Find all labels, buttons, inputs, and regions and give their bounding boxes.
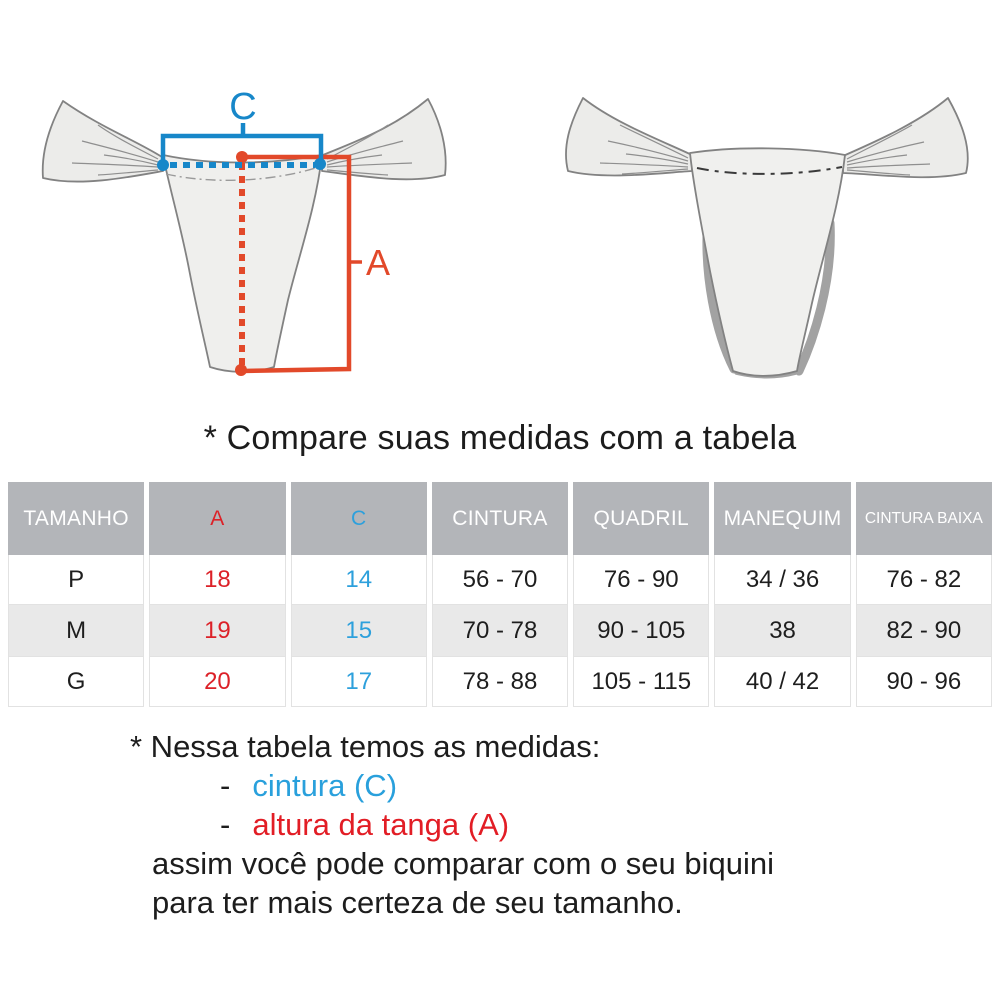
notes-line-4: assim você pode comparar com o seu biqui… <box>152 846 775 881</box>
col-header-quadril: QUADRIL <box>573 482 710 555</box>
front-left-wing-folds <box>71 124 159 176</box>
back-waist-seam <box>696 166 843 175</box>
front-body <box>162 154 323 373</box>
cell-quadril-p: 76 - 90 <box>573 555 710 605</box>
note-bullet-altura: - altura da tanga (A) <box>130 805 990 844</box>
note-altura-label: altura da tanga (A) <box>252 807 510 842</box>
bullet-dash: - <box>220 768 231 803</box>
cell-size-g: G <box>8 657 145 707</box>
front-left-wing <box>41 100 164 183</box>
measure-c-annotation: C <box>157 86 326 171</box>
cell-cintura-baixa-m: 82 - 90 <box>855 605 992 657</box>
notes-block: * Nessa tabela temos as medidas: - cintur… <box>130 727 990 922</box>
cell-manequim-p: 34 / 36 <box>714 555 851 605</box>
cell-c-p: 14 <box>290 555 427 605</box>
cell-a-m: 19 <box>149 605 286 657</box>
cell-c-m: 15 <box>290 605 427 657</box>
col-header-tamanho: TAMANHO <box>8 482 145 555</box>
col-header-manequim: MANEQUIM <box>714 482 851 555</box>
measure-a-annotation: A <box>235 151 390 376</box>
back-body <box>689 147 846 377</box>
back-left-wing-folds <box>599 124 689 175</box>
cell-a-p: 18 <box>149 555 286 605</box>
page-title: * Compare suas medidas com a tabela <box>203 419 797 457</box>
cell-size-p: P <box>8 555 145 605</box>
size-table: TAMANHO A C CINTURA QUADRIL MANEQUIM CIN… <box>8 482 992 707</box>
back-left-wing <box>565 97 693 177</box>
cell-cintura-baixa-p: 76 - 82 <box>855 555 992 605</box>
cell-quadril-m: 90 - 105 <box>573 605 710 657</box>
note-cintura-label: cintura (C) <box>252 768 398 803</box>
back-right-wing <box>842 97 969 179</box>
col-header-c: C <box>290 482 427 555</box>
col-header-cintura: CINTURA <box>431 482 569 555</box>
cell-manequim-g: 40 / 42 <box>714 657 851 707</box>
cell-size-m: M <box>8 605 145 657</box>
front-right-wing <box>321 98 447 181</box>
cell-a-g: 20 <box>149 657 286 707</box>
bullet-dash: - <box>220 807 231 842</box>
tanga-diagrams: A C <box>41 86 969 379</box>
measure-c-label: C <box>229 86 256 128</box>
col-header-cintura-baixa: CINTURA BAIXA <box>855 482 992 555</box>
notes-intro: * Nessa tabela temos as medidas: <box>130 729 601 764</box>
note-bullet-cintura: - cintura (C) <box>130 766 990 805</box>
cell-cintura-g: 78 - 88 <box>431 657 569 707</box>
col-header-a: A <box>149 482 286 555</box>
back-right-wing-folds <box>846 124 931 176</box>
cell-cintura-p: 56 - 70 <box>431 555 569 605</box>
cell-c-g: 17 <box>290 657 427 707</box>
cell-quadril-g: 105 - 115 <box>573 657 710 707</box>
cell-manequim-m: 38 <box>714 605 851 657</box>
cell-cintura-baixa-g: 90 - 96 <box>855 657 992 707</box>
front-view-diagram: A C <box>41 86 447 376</box>
notes-line-5: para ter mais certeza de seu tamanho. <box>152 885 683 920</box>
measure-a-label: A <box>366 242 390 283</box>
cell-cintura-m: 70 - 78 <box>431 605 569 657</box>
back-view-diagram <box>565 97 969 379</box>
